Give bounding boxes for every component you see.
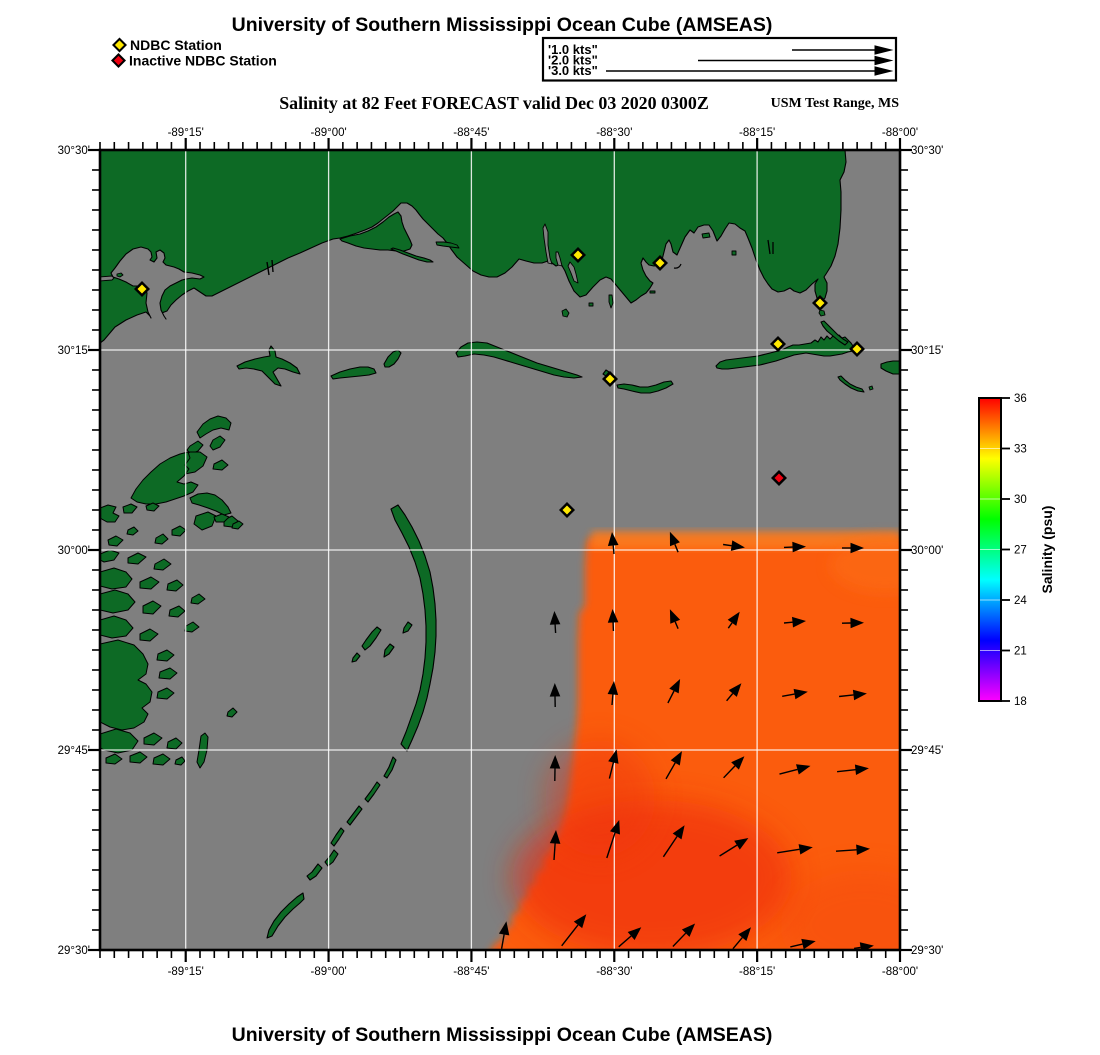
svg-text:30°30': 30°30': [58, 145, 90, 157]
svg-text:29°30': 29°30': [911, 945, 943, 957]
svg-text:-88°15': -88°15': [739, 966, 775, 978]
svg-text:-89°15': -89°15': [168, 966, 204, 978]
svg-text:University of Southern Mississ: University of Southern Mississippi Ocean…: [232, 1024, 773, 1046]
svg-text:-89°00': -89°00': [310, 966, 346, 978]
svg-text:29°30': 29°30': [58, 945, 90, 957]
svg-text:30°00': 30°00': [58, 545, 90, 557]
svg-text:30°15': 30°15': [58, 345, 90, 357]
svg-text:30°00': 30°00': [911, 545, 943, 557]
svg-text:18: 18: [1014, 696, 1027, 708]
svg-text:-88°15': -88°15': [739, 127, 775, 139]
svg-text:Salinity (psu): Salinity (psu): [1039, 506, 1055, 594]
svg-text:-88°45': -88°45': [453, 966, 489, 978]
svg-text:30: 30: [1014, 494, 1027, 506]
svg-text:29°45': 29°45': [911, 745, 943, 757]
svg-text:33: 33: [1014, 444, 1027, 456]
svg-text:21: 21: [1014, 646, 1027, 658]
svg-text:24: 24: [1014, 595, 1027, 607]
svg-text:30°15': 30°15': [911, 345, 943, 357]
svg-text:30°30': 30°30': [911, 145, 943, 157]
svg-text:Inactive NDBC Station: Inactive NDBC Station: [129, 53, 277, 69]
svg-text:University of Southern Mississ: University of Southern Mississippi Ocean…: [232, 14, 773, 36]
svg-text:NDBC Station: NDBC Station: [130, 37, 222, 53]
svg-text:27: 27: [1014, 545, 1027, 557]
svg-text:USM Test Range, MS: USM Test Range, MS: [771, 96, 900, 111]
svg-text:-88°30': -88°30': [596, 127, 632, 139]
svg-text:'3.0 kts": '3.0 kts": [548, 63, 598, 78]
svg-text:-88°00': -88°00': [882, 966, 918, 978]
svg-text:-89°15': -89°15': [168, 127, 204, 139]
svg-text:-88°30': -88°30': [596, 966, 632, 978]
svg-text:29°45': 29°45': [58, 745, 90, 757]
svg-text:-89°00': -89°00': [310, 127, 346, 139]
svg-text:-88°45': -88°45': [453, 127, 489, 139]
svg-text:-88°00': -88°00': [882, 127, 918, 139]
svg-text:Salinity at 82 Feet FORECAST v: Salinity at 82 Feet FORECAST valid Dec 0…: [279, 93, 709, 113]
svg-text:36: 36: [1014, 393, 1027, 405]
